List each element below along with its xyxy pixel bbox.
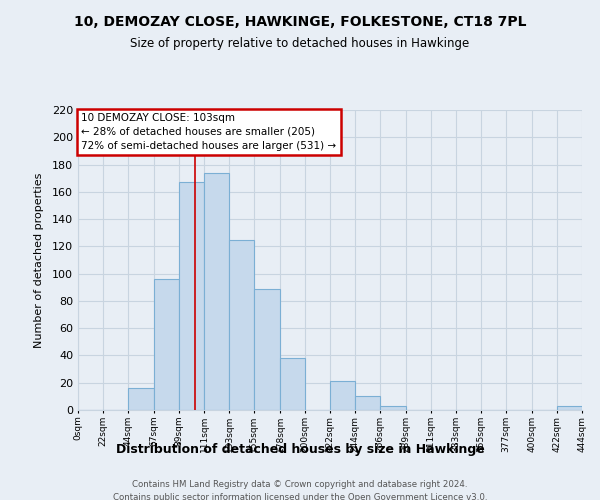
Bar (229, 240, 254, 410)
Bar (280, 358, 305, 410)
Y-axis label: Number of detached properties: Number of detached properties (34, 172, 44, 348)
Text: Size of property relative to detached houses in Hawkinge: Size of property relative to detached ho… (130, 38, 470, 51)
Bar (128, 388, 154, 410)
Bar (154, 279, 179, 410)
Bar (179, 182, 204, 410)
Bar (355, 396, 380, 410)
Bar (557, 406, 582, 410)
Bar (254, 288, 280, 410)
Text: Distribution of detached houses by size in Hawkinge: Distribution of detached houses by size … (116, 442, 484, 456)
Bar (380, 406, 406, 410)
Text: Contains HM Land Registry data © Crown copyright and database right 2024.
Contai: Contains HM Land Registry data © Crown c… (113, 480, 487, 500)
Bar (330, 382, 355, 410)
Bar (204, 172, 229, 410)
Text: 10 DEMOZAY CLOSE: 103sqm
← 28% of detached houses are smaller (205)
72% of semi-: 10 DEMOZAY CLOSE: 103sqm ← 28% of detach… (82, 112, 337, 150)
Text: 10, DEMOZAY CLOSE, HAWKINGE, FOLKESTONE, CT18 7PL: 10, DEMOZAY CLOSE, HAWKINGE, FOLKESTONE,… (74, 15, 526, 29)
